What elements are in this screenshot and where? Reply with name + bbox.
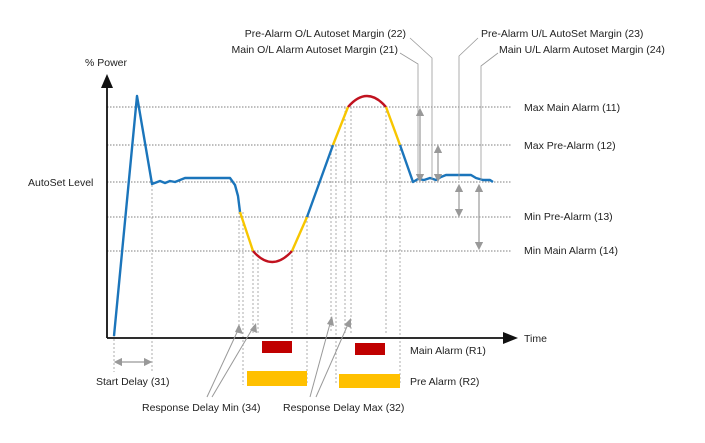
x-axis-label: Time [524, 333, 547, 345]
start-delay-label: Start Delay (31) [96, 376, 170, 388]
power-curve-start [112, 94, 242, 337]
main-alarm-bar-1 [262, 341, 292, 353]
pre-alarm-bar-2 [339, 374, 400, 388]
pre-alarm-bar-1 [247, 371, 307, 386]
power-curve-peak-main [347, 94, 387, 108]
power-curve-peak-pre [331, 106, 350, 146]
autoset-level-label: AutoSet Level [28, 177, 93, 189]
main-alarm-bar-2 [355, 343, 385, 355]
guide-lines [113, 107, 401, 385]
pre-alarm-legend-label: Pre Alarm (R2) [410, 376, 479, 388]
main-ol-margin-label: Main O/L Alarm Autoset Margin (21) [231, 44, 398, 56]
pre-alarm-ul-margin-label: Pre-Alarm U/L AutoSet Margin (23) [481, 28, 643, 40]
min-pre-alarm-label: Min Pre-Alarm (13) [524, 211, 613, 223]
main-ul-margin-label: Main U/L Alarm Autoset Margin (24) [499, 44, 665, 56]
power-curve-dip-pre [238, 211, 255, 252]
max-pre-alarm-label: Max Pre-Alarm (12) [524, 140, 616, 152]
y-axis-label: % Power [85, 57, 128, 69]
y-axis-arrow [101, 74, 113, 88]
min-main-alarm-label: Min Main Alarm (14) [524, 245, 618, 257]
power-curve-rise-pre [290, 216, 309, 252]
margin-leaders [399, 37, 499, 180]
main-alarm-legend-label: Main Alarm (R1) [410, 345, 486, 357]
x-axis-arrow [503, 332, 518, 344]
power-curve-fall-pre [384, 106, 402, 146]
pre-alarm-ol-margin-label: Pre-Alarm O/L Autoset Margin (22) [245, 28, 406, 40]
max-main-alarm-label: Max Main Alarm (11) [524, 102, 620, 114]
power-curve-dip-main [252, 250, 293, 264]
response-delay-max-label: Response Delay Max (32) [283, 402, 404, 414]
power-curve-rise [305, 144, 335, 218]
power-curve-end [398, 144, 494, 184]
margin-arrows [415, 107, 484, 251]
response-delay-min-label: Response Delay Min (34) [142, 402, 260, 414]
response-delay-arrowheads [235, 316, 351, 334]
response-delay-leaders [206, 319, 350, 398]
